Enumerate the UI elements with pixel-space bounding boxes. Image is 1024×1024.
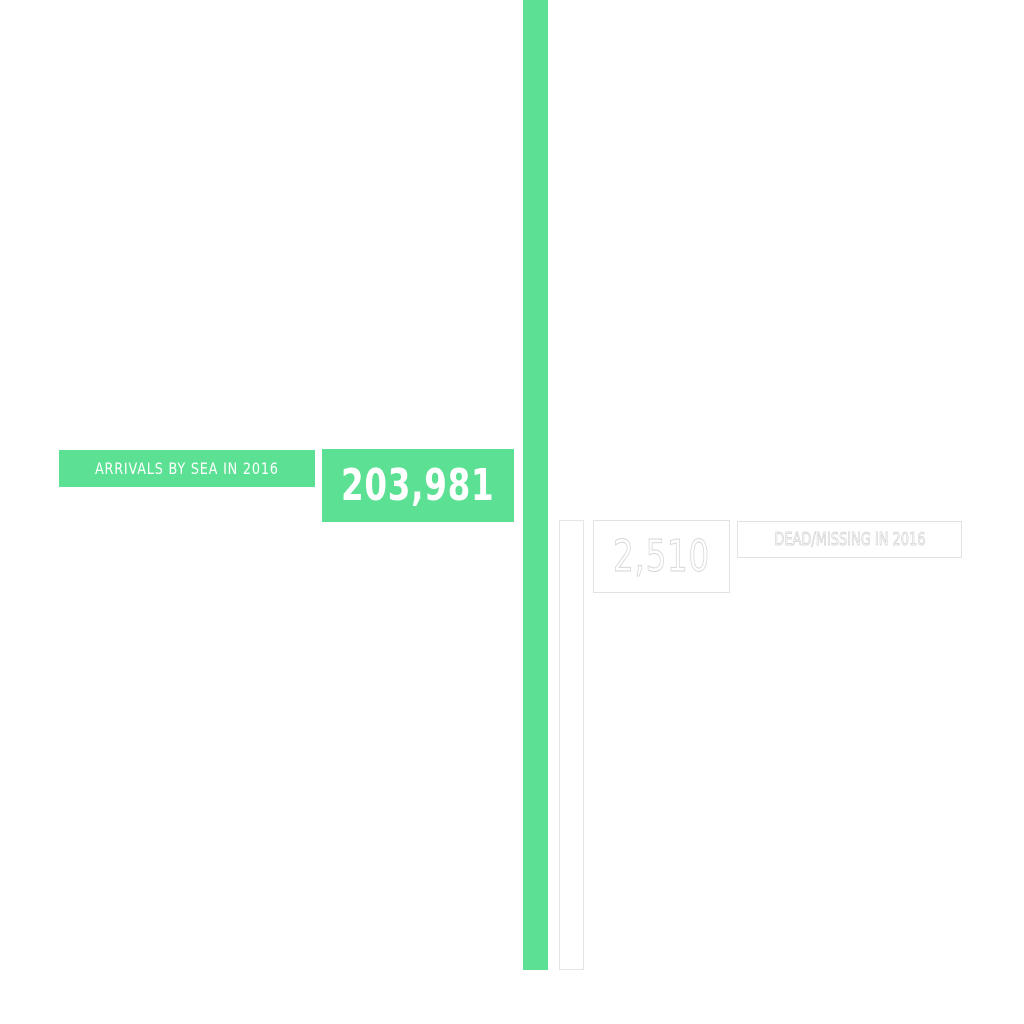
dead-missing-label: DEAD/MISSING IN 2016 (773, 529, 926, 551)
arrivals-value: 203,981 (341, 460, 495, 511)
bar-arrivals (523, 0, 548, 970)
bar-dead-missing (559, 520, 584, 970)
dead-missing-value-box: 2,510 (593, 520, 730, 593)
dead-missing-label-box: DEAD/MISSING IN 2016 (737, 521, 962, 558)
arrivals-label: ARRIVALS BY SEA IN 2016 (95, 459, 279, 478)
dead-missing-value: 2,510 (613, 531, 710, 583)
arrivals-value-box: 203,981 (322, 449, 514, 522)
arrivals-label-box: ARRIVALS BY SEA IN 2016 (59, 450, 315, 487)
